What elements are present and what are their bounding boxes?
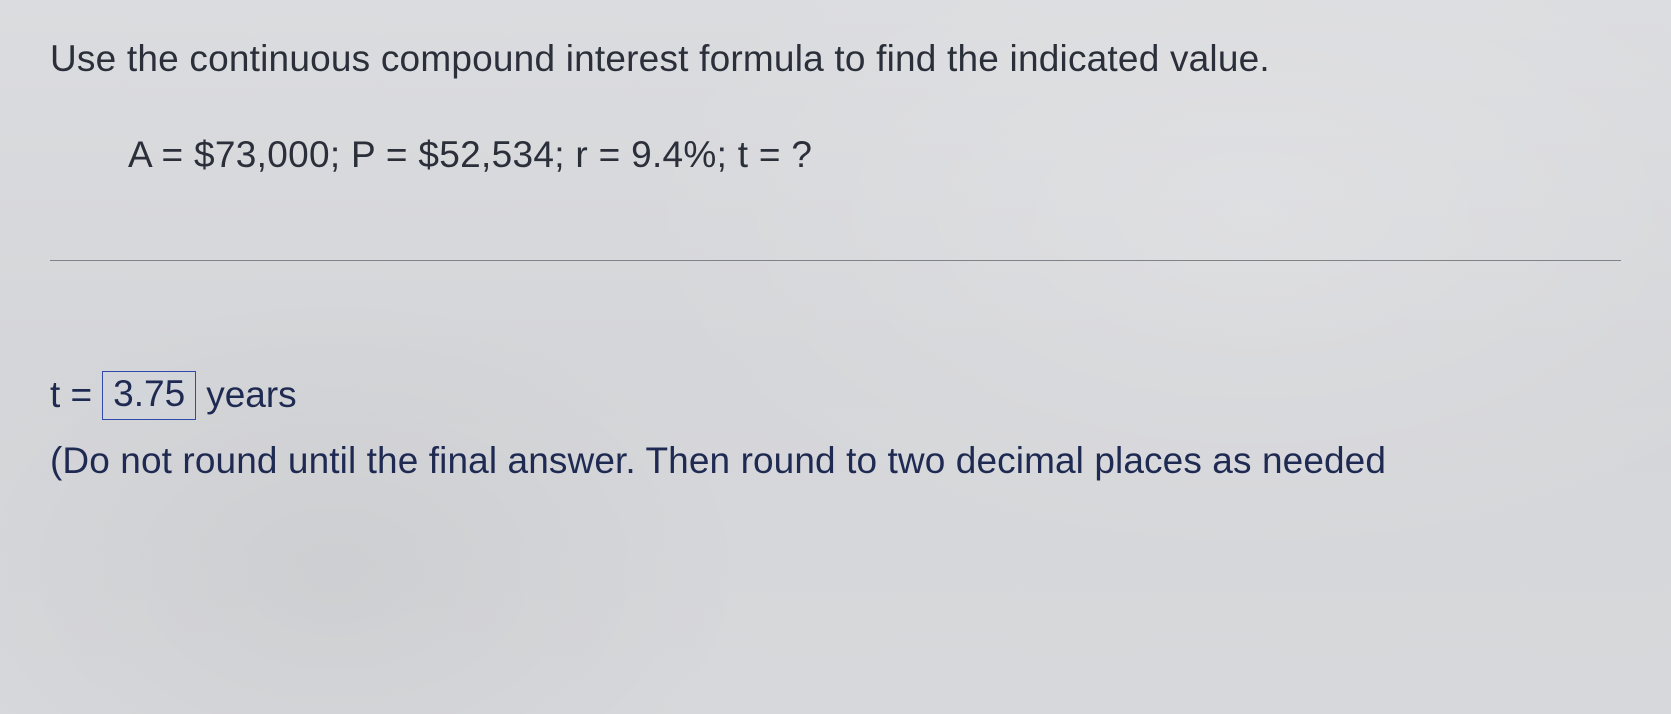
- answer-input[interactable]: 3.75: [102, 371, 196, 420]
- question-prompt: Use the continuous compound interest for…: [50, 38, 1621, 80]
- section-divider: [50, 260, 1621, 261]
- problem-container: Use the continuous compound interest for…: [0, 0, 1671, 522]
- question-given-values: A = $73,000; P = $52,534; r = 9.4%; t = …: [128, 134, 1621, 176]
- rounding-hint: (Do not round until the final answer. Th…: [50, 440, 1621, 482]
- answer-row: t = 3.75 years: [50, 371, 1621, 420]
- answer-units: years: [206, 374, 296, 416]
- answer-variable-label: t =: [50, 374, 92, 416]
